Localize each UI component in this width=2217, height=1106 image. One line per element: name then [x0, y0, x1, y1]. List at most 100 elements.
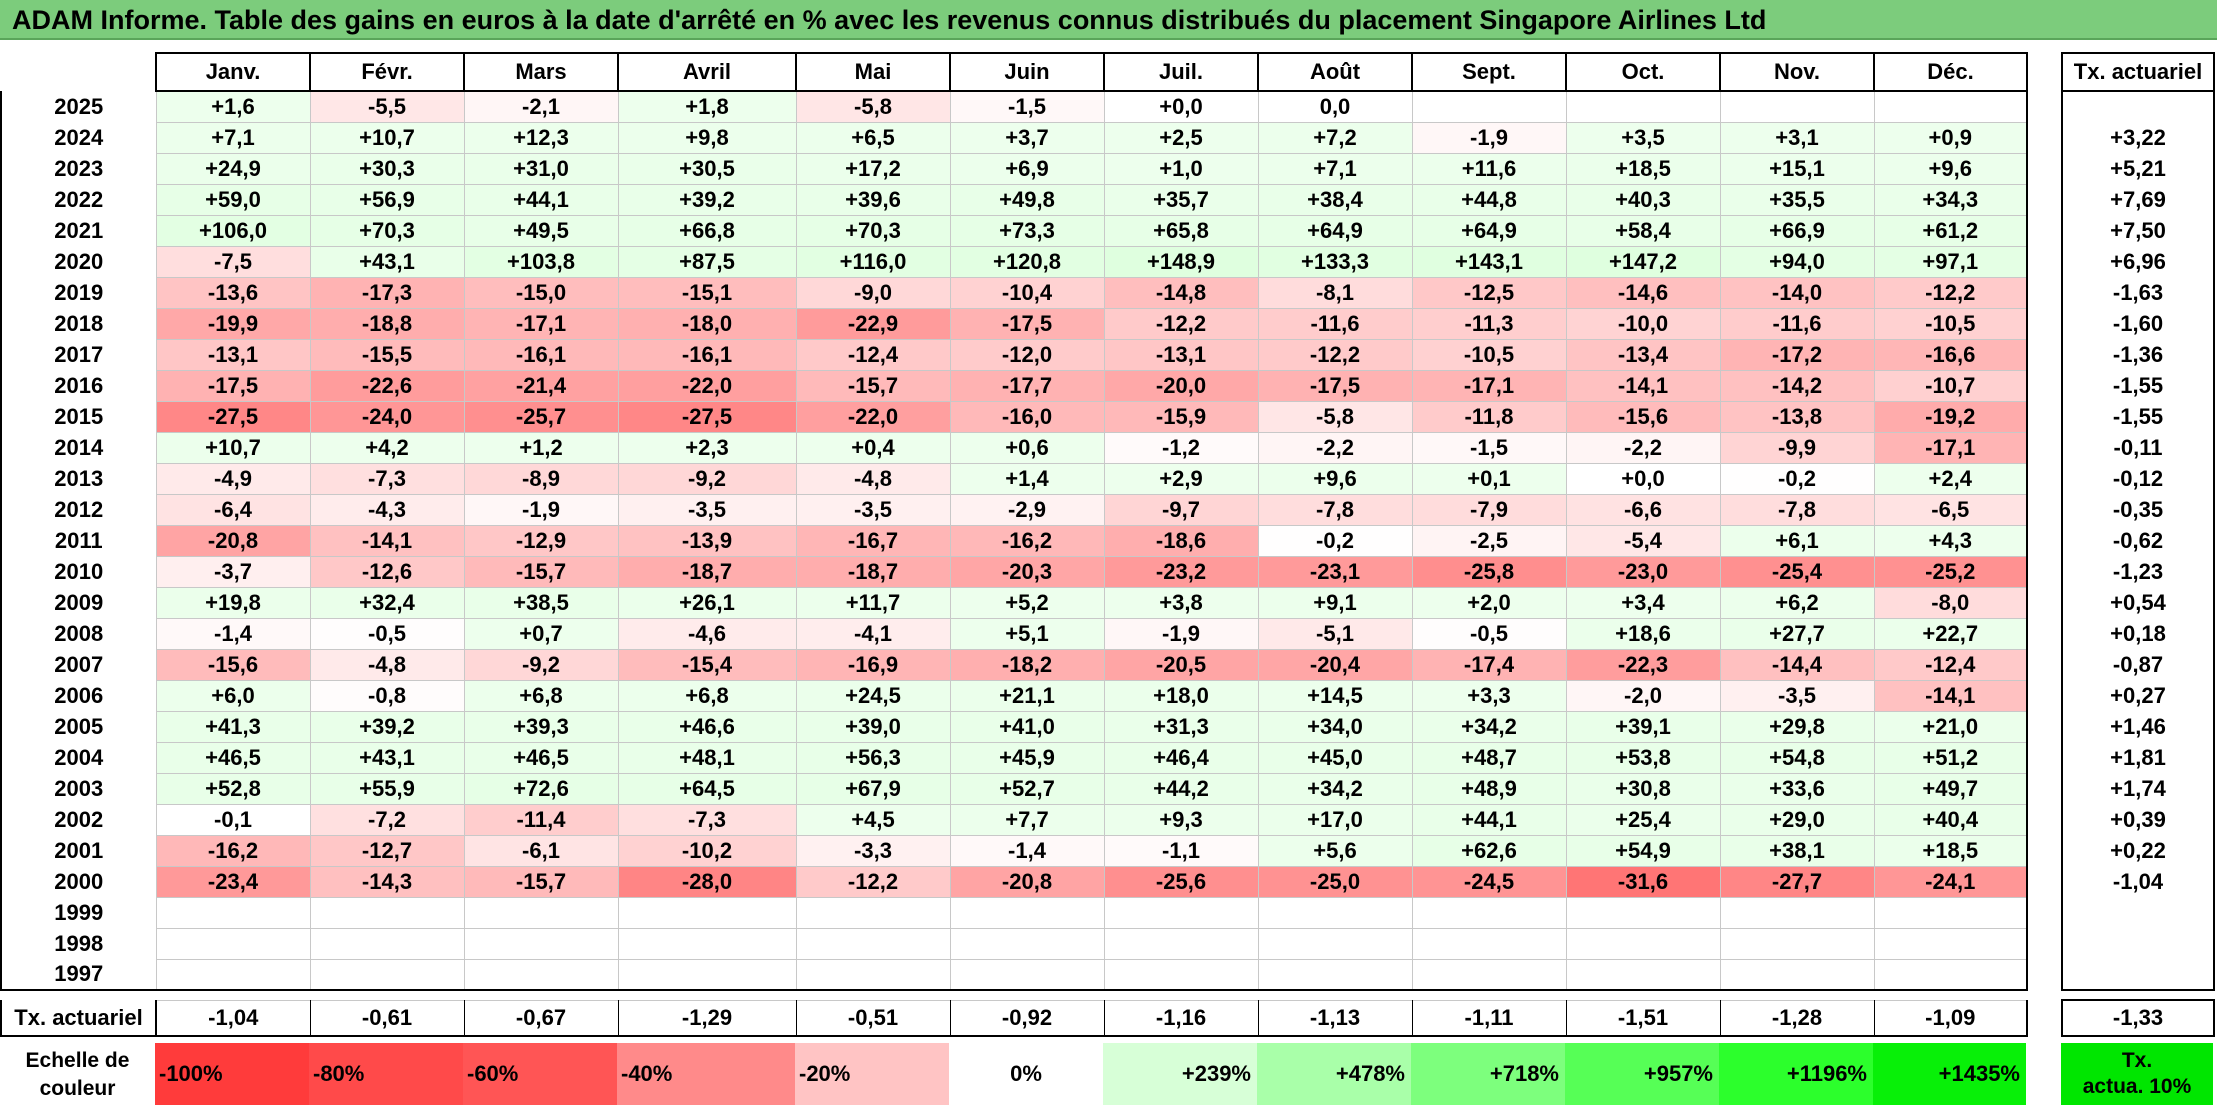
gain-cell: -15,9 [1103, 400, 1259, 433]
gain-cell: -13,6 [155, 276, 311, 309]
gain-cell: +12,3 [463, 121, 619, 154]
average-cell: -0,61 [309, 999, 465, 1037]
gain-cell: -11,8 [1411, 400, 1567, 433]
tx-header: Tx. actuariel [2061, 52, 2215, 92]
table-row: 2015 -27,5 -24,0 -25,7 -27,5 -22,0 -16,0 -15,9-… [0, 400, 2028, 433]
color-scale-cell: +239% [1103, 1043, 1257, 1105]
gain-cell: -8,1 [1257, 276, 1413, 309]
gain-cell: +4,5 [795, 803, 951, 836]
gain-cell: +1,2 [463, 431, 619, 464]
gain-cell: +56,9 [309, 183, 465, 216]
gain-cell: +133,3 [1257, 245, 1413, 278]
gain-cell [617, 927, 797, 960]
tx-row: -1,60 [2061, 308, 2215, 339]
gain-cell: +46,5 [463, 741, 619, 774]
gain-cell: -16,2 [155, 834, 311, 867]
year-label: 2003 [0, 773, 156, 804]
gain-cell: +17,0 [1257, 803, 1413, 836]
gain-cell: -4,6 [617, 617, 797, 650]
gain-cell: -4,8 [309, 648, 465, 681]
year-label: 2001 [0, 835, 156, 866]
tx-row [2061, 928, 2215, 959]
gain-cell [463, 927, 619, 960]
gain-cell: +4,3 [1873, 524, 2028, 557]
gain-cell: +34,3 [1873, 183, 2028, 216]
gain-cell: -22,0 [795, 400, 951, 433]
gain-cell [1565, 896, 1721, 929]
gain-cell: -3,5 [617, 493, 797, 526]
gain-cell: +70,3 [309, 214, 465, 247]
color-scale-cell: -100% [155, 1043, 309, 1105]
month-header: Juil. [1103, 52, 1259, 92]
gain-cell: +1,4 [949, 462, 1105, 495]
gain-cell: +49,5 [463, 214, 619, 247]
gain-cell: +48,9 [1411, 772, 1567, 805]
gain-cell: -10,2 [617, 834, 797, 867]
gain-cell: -6,5 [1873, 493, 2028, 526]
gain-cell: +94,0 [1719, 245, 1875, 278]
month-header: Mai [795, 52, 951, 92]
gain-cell: +35,5 [1719, 183, 1875, 216]
gain-cell: +3,1 [1719, 121, 1875, 154]
gain-cell: -16,7 [795, 524, 951, 557]
color-scale-cell: -20% [795, 1043, 949, 1105]
page-title: ADAM Informe. Table des gains en euros à… [0, 0, 2217, 40]
gain-cell: -4,3 [309, 493, 465, 526]
gain-cell [1565, 927, 1721, 960]
gain-cell: -15,6 [1565, 400, 1721, 433]
table-row: 2016 -17,5 -22,6 -21,4 -22,0 -15,7 -17,7 -20,0-… [0, 369, 2028, 402]
gain-cell: -1,4 [949, 834, 1105, 867]
gain-cell: -13,1 [1103, 338, 1259, 371]
tx-cell: +7,50 [2061, 215, 2215, 246]
gain-cell: -17,1 [1873, 431, 2028, 464]
gain-cell: -14,2 [1719, 369, 1875, 402]
gain-cell: +2,4 [1873, 462, 2028, 495]
gain-cell [1257, 896, 1413, 929]
tx-row: -0,11 [2061, 432, 2215, 463]
year-label: 2008 [0, 618, 156, 649]
month-header: Avril [617, 52, 797, 92]
gain-cell: -25,0 [1257, 865, 1413, 898]
gain-cell: +19,8 [155, 586, 311, 619]
gain-cell: +29,8 [1719, 710, 1875, 743]
gain-cell: -6,4 [155, 493, 311, 526]
gain-cell: -6,1 [463, 834, 619, 867]
gain-cell: -25,8 [1411, 555, 1567, 588]
gain-cell: +6,2 [1719, 586, 1875, 619]
gain-cell [1103, 896, 1259, 929]
tx-cell: -1,63 [2061, 277, 2215, 308]
gain-cell: +44,8 [1411, 183, 1567, 216]
gain-cell: +18,5 [1873, 834, 2028, 867]
gain-cell: +48,1 [617, 741, 797, 774]
gain-cell: +65,8 [1103, 214, 1259, 247]
gain-cell: -4,8 [795, 462, 951, 495]
tx-cell: -1,04 [2061, 866, 2215, 897]
gain-cell: +2,0 [1411, 586, 1567, 619]
gain-cell: +97,1 [1873, 245, 2028, 278]
gain-cell: +58,4 [1565, 214, 1721, 247]
gain-cell [795, 896, 951, 929]
gain-cell: -15,7 [463, 555, 619, 588]
gain-cell: -14,1 [1565, 369, 1721, 402]
gain-cell: +2,9 [1103, 462, 1259, 495]
gain-cell: -3,3 [795, 834, 951, 867]
gain-cell: +24,5 [795, 679, 951, 712]
gain-cell: -19,2 [1873, 400, 2028, 433]
gain-cell: -18,2 [949, 648, 1105, 681]
gain-cell: -17,1 [463, 307, 619, 340]
gain-cell: +35,7 [1103, 183, 1259, 216]
color-scale-cell: -80% [309, 1043, 463, 1105]
tx-row: +7,69 [2061, 184, 2215, 215]
tx-row: +1,81 [2061, 742, 2215, 773]
gain-cell: -2,9 [949, 493, 1105, 526]
gain-cell: +64,9 [1411, 214, 1567, 247]
gain-cell: +148,9 [1103, 245, 1259, 278]
tx-cell: -0,62 [2061, 525, 2215, 556]
gain-cell: +46,4 [1103, 741, 1259, 774]
gain-cell: +33,6 [1719, 772, 1875, 805]
month-header: Mars [463, 52, 619, 92]
gain-cell: +38,5 [463, 586, 619, 619]
gain-cell [1257, 927, 1413, 960]
gain-cell: +39,3 [463, 710, 619, 743]
gain-cell: -12,2 [1257, 338, 1413, 371]
